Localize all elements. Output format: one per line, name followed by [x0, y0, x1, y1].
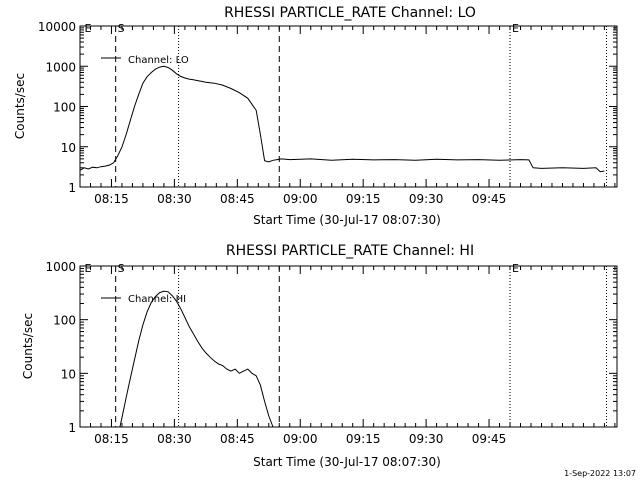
panel-hi-legend-label: Channel: HI	[128, 294, 186, 305]
panel-hi-ytick-label: 1	[68, 421, 76, 435]
panel-hi-frame	[79, 265, 618, 428]
panel-hi-xtick-label: 08:45	[220, 432, 255, 446]
panel-hi-series-line	[119, 290, 274, 428]
panel-lo-ylabel: Counts/sec	[13, 73, 27, 139]
panel-lo-marker-label: S	[118, 22, 125, 35]
panel-lo-xtick-label: 08:30	[157, 192, 192, 206]
panel-hi-xtick-label: 09:30	[409, 432, 444, 446]
panel-lo-marker-label: E	[512, 22, 519, 35]
panel-hi-marker-label: E	[512, 262, 519, 275]
panel-lo-ytick-label: 10000	[38, 20, 76, 34]
panel-hi-xlabel: Start Time (30-Jul-17 08:07:30)	[253, 455, 441, 469]
panel-lo-xtick-label: 08:45	[220, 192, 255, 206]
panel-lo-ytick-label: 1000	[45, 60, 76, 74]
panel-hi-ylabel: Counts/sec	[21, 313, 35, 379]
panel-hi-ytick-label: 1000	[45, 260, 76, 274]
panel-hi-xtick-label: 09:45	[472, 432, 507, 446]
panel-lo-xtick-label: 09:00	[283, 192, 318, 206]
panel-lo-marker-label: E	[85, 22, 92, 35]
footer-timestamp: 1-Sep-2022 13:07	[564, 469, 636, 478]
panel-hi-title: RHESSI PARTICLE_RATE Channel: HI	[226, 243, 474, 259]
panel-lo-ytick-label: 1	[68, 181, 76, 195]
panel-lo-xtick-label: 09:30	[409, 192, 444, 206]
panel-lo-xtick-label: 09:45	[472, 192, 507, 206]
panel-hi-marker-label: E	[85, 262, 92, 275]
panel-lo-xtick-label: 09:15	[346, 192, 381, 206]
panel-lo-series-line	[79, 65, 605, 173]
panel-hi-ytick-label: 100	[53, 314, 76, 328]
panel-hi-xtick-label: 08:30	[157, 432, 192, 446]
panel-lo-xlabel: Start Time (30-Jul-17 08:07:30)	[253, 213, 441, 227]
panel-lo-ytick-label: 100	[53, 101, 76, 115]
panel-lo-title: RHESSI PARTICLE_RATE Channel: LO	[224, 5, 476, 21]
panel-hi-xtick-label: 09:00	[283, 432, 318, 446]
panel-lo-ytick-label: 10	[61, 141, 76, 155]
panel-lo-xtick-label: 08:15	[94, 192, 129, 206]
panel-lo-legend-label: Channel: LO	[128, 55, 189, 66]
panel-hi-ytick-label: 10	[61, 367, 76, 381]
panel-hi-xtick-label: 09:15	[346, 432, 381, 446]
panel-hi-xtick-label: 08:15	[94, 432, 129, 446]
panel-hi-marker-label: S	[118, 262, 125, 275]
